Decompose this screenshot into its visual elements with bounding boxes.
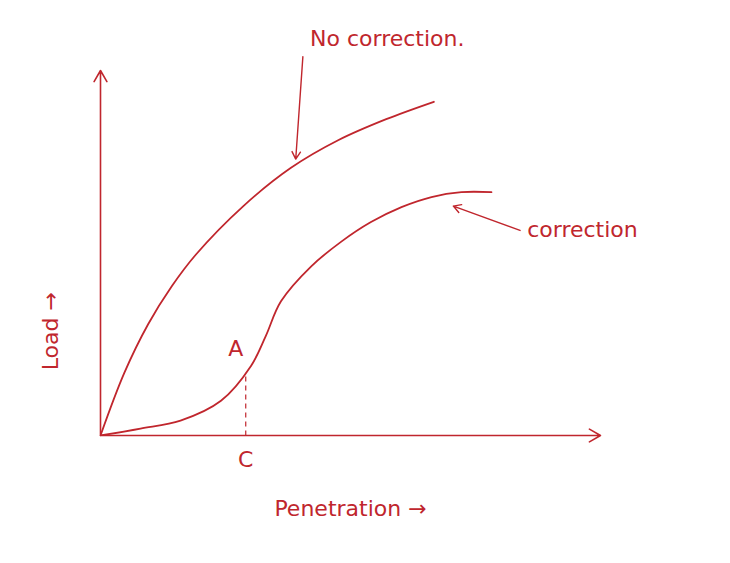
svg-text:A: A xyxy=(228,336,243,361)
svg-text:correction: correction xyxy=(527,217,638,242)
svg-text:Penetration →: Penetration → xyxy=(274,496,426,521)
svg-text:No correction.: No correction. xyxy=(310,26,464,51)
svg-text:C: C xyxy=(238,447,253,472)
svg-text:Load →: Load → xyxy=(38,292,63,370)
